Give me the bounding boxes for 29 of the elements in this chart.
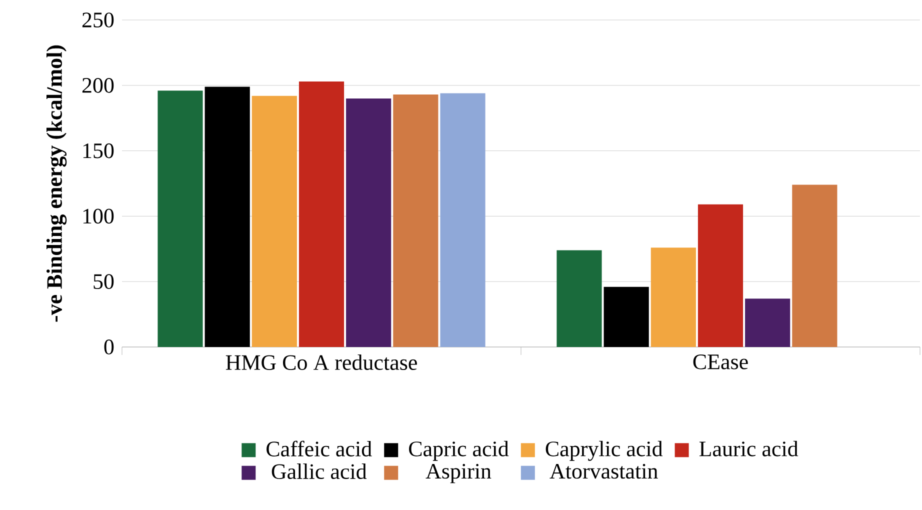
legend-label: Atorvastatin	[550, 464, 658, 479]
y-tick-label: 200	[82, 78, 114, 93]
bar	[393, 94, 438, 347]
bar	[204, 86, 250, 347]
legend-label: Aspirin	[426, 464, 492, 484]
bar	[298, 81, 344, 347]
bar	[346, 98, 392, 347]
bar	[158, 90, 203, 347]
bar	[252, 96, 297, 347]
legend-label: Gallic acid	[272, 464, 367, 480]
bar	[698, 204, 744, 347]
bar	[650, 248, 696, 347]
legend-label: Capric acid	[409, 440, 509, 461]
y-tick-label: 0	[104, 340, 114, 354]
bar	[440, 93, 486, 347]
y-tick-label: 250	[82, 12, 114, 28]
legend-label: Lauric acid	[699, 440, 798, 456]
y-tick-label: 150	[83, 143, 114, 158]
x-tick-label: HMG Co A reductase	[226, 354, 417, 370]
y-axis-title: -ve Binding energy (kcal/mol)	[46, 45, 67, 322]
legend-label: Caprylic acid	[546, 440, 663, 461]
bar	[556, 250, 602, 347]
bar	[604, 286, 649, 347]
x-tick-label: CEase	[693, 354, 748, 370]
y-tick-label: 100	[83, 208, 114, 224]
bar	[745, 298, 790, 347]
y-tick-label: 50	[94, 274, 114, 290]
legend-label: Caffeic acid	[266, 440, 372, 456]
bar	[792, 184, 838, 347]
